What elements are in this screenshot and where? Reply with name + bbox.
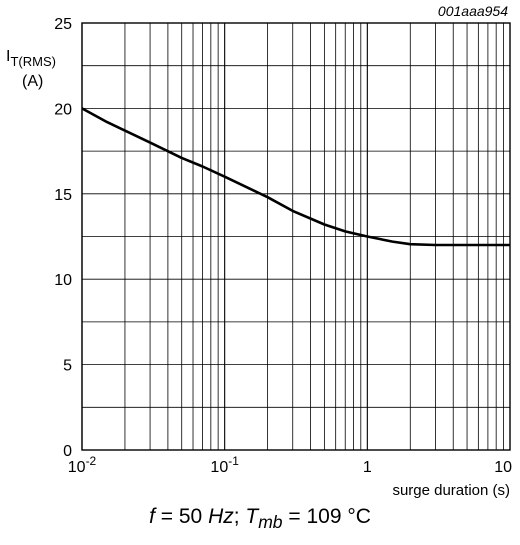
series-line-0 — [81, 107, 510, 247]
y-tick-label: 5 — [63, 358, 72, 375]
x-axis-label: surge duration (s) — [392, 482, 510, 499]
y-tick-labels: 0 5 10 15 20 25 — [54, 16, 72, 460]
caption-sep: ; — [233, 505, 246, 528]
caption-f-unit: Hz — [208, 505, 234, 528]
y-axis-label-main: I — [6, 48, 10, 65]
grid — [81, 22, 510, 451]
y-tick-label: 0 — [63, 443, 72, 460]
y-axis-unit: (A) — [22, 73, 43, 90]
caption-t-var: T — [245, 505, 259, 528]
y-tick-label: 25 — [54, 16, 72, 33]
y-tick-label: 10 — [54, 272, 72, 289]
x-tick-label: 1 — [363, 459, 372, 476]
chart-caption: f = 50 Hz; Tmb = 109 °C — [0, 505, 520, 533]
x-tick-labels: 10-2 10-1 1 10 — [68, 454, 512, 476]
x-tick-label: 10-1 — [210, 454, 239, 476]
y-tick-label: 20 — [54, 101, 72, 118]
series-group — [81, 107, 510, 247]
y-axis-label-sub: T(RMS) — [10, 54, 56, 69]
y-axis-label: IT(RMS) — [6, 48, 56, 69]
caption-f-var: f — [149, 505, 155, 528]
caption-t-sub: mb — [258, 512, 283, 533]
caption-f-eq: = 50 — [154, 505, 209, 528]
y-tick-label: 15 — [54, 187, 72, 204]
x-tick-label: 10 — [494, 459, 512, 476]
caption-t-eq: = 109 °C — [282, 505, 371, 528]
x-tick-label: 10-2 — [68, 454, 97, 476]
figure-code: 001aaa954 — [438, 3, 508, 19]
plot-frame — [81, 22, 511, 451]
